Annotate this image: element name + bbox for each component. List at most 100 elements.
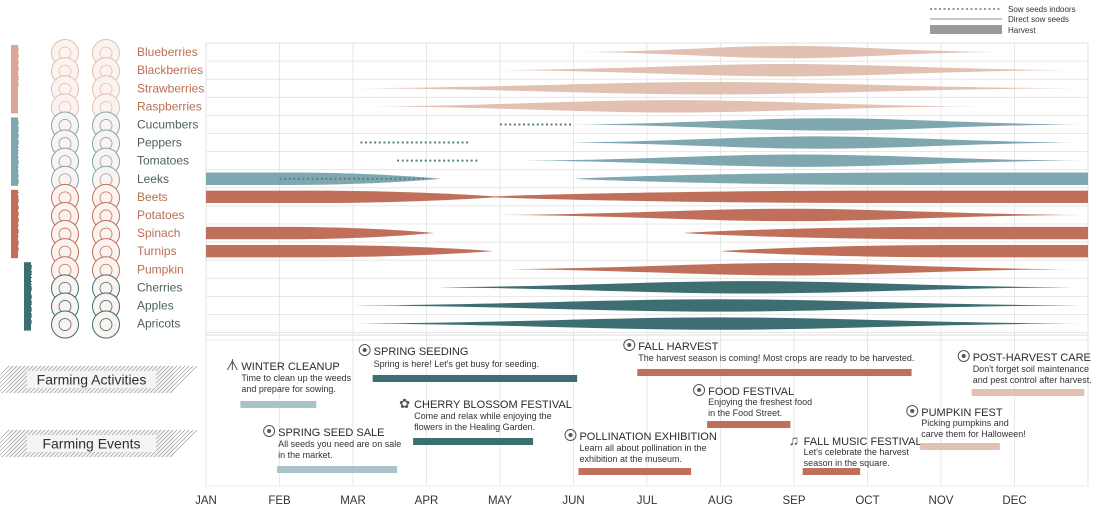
annotation-title: FALL MUSIC FESTIVAL [804,436,922,448]
month-tick-label: JUN [562,495,584,507]
annotation-desc: Picking pumpkins and [921,418,1009,428]
annotation-duration-bar [802,468,861,475]
harvest-bar-spinach [683,226,1088,240]
annotation-title: FALL HARVEST [638,341,718,353]
broom-icon [226,359,238,371]
music-note-icon-glyph: ♫ [789,432,800,448]
watering-can-icon-dot [362,348,367,352]
group-bar [24,262,31,331]
annotation-desc: Come and relax while enjoying the [414,411,552,421]
crop-label: Cherries [137,280,182,294]
flower-icon [564,429,577,441]
annotation-desc: Spring is here! Let's get busy for seedi… [374,359,539,369]
annotation-duration-bar [920,443,1000,450]
annotation-duration-bar [277,466,398,473]
food-icon-shape [693,384,706,396]
annotation-desc: Time to clean up the weeds [241,373,351,383]
blossom-icon-glyph: ✿ [399,396,410,411]
legend-label: Harvest [1008,26,1036,35]
hatch-line [0,365,14,380]
harvest-bar-leeks [206,172,442,185]
crop-icon-detail [58,318,72,331]
crop-icon-detail [99,318,113,331]
crop-label: Pumpkin [137,262,184,276]
annotation-desc: Enjoying the freshest food [708,397,812,407]
harvest-bar-strawberries [353,82,1074,95]
annotation-desc: Don't forget soil maintenance [973,364,1089,374]
basket-icon-dot [627,343,632,347]
crop-label: Potatoes [137,208,184,222]
hatch-line [157,429,186,458]
basket-icon [623,339,636,351]
hatch-line [0,365,22,388]
annotation-duration-bar [971,389,1085,396]
month-tick-label: JAN [195,495,217,507]
flower-icon-shape [564,429,577,441]
annotation-duration-bar [707,421,791,428]
month-tick-label: MAR [340,495,366,507]
watering-can-icon-shape [358,344,371,356]
harvest-bar-blackberries [500,63,1074,77]
crop-label: Peppers [137,136,182,150]
hatch-line [165,365,194,394]
crop-label: Turnips [137,244,177,258]
harvest-bar-peppers [558,136,1081,149]
annotation-desc: in the Food Street. [708,408,782,418]
food-icon-dot [697,388,702,392]
annotation-desc: and prepare for sowing. [241,384,336,394]
annotation-duration-bar [578,468,692,475]
harvest-bar-cherries [426,281,1074,294]
hatch-line [161,365,190,394]
harvest-bar-leeks [573,172,1088,185]
crop-label: Spinach [137,226,180,240]
crop-label: Blackberries [137,63,203,77]
basket-icon-shape [623,339,636,351]
hatch-line [0,429,14,444]
hatch-line [145,429,174,458]
harvest-bar-cucumbers [573,118,1081,131]
hatch-line [165,429,194,458]
hatch-line [1,429,30,458]
legend-label: Sow seeds indoors [1008,5,1076,14]
month-tick-label: APR [415,495,439,507]
hatch-line [169,365,198,394]
month-tick-label: DEC [1002,495,1026,507]
blossom-icon: ✿ [399,396,410,411]
harvest-bar-turnips [720,244,1088,258]
harvest-bar-beets [485,190,1088,204]
crop-icon-apricots [51,310,79,339]
annotation-desc: exhibition at the museum. [579,454,682,464]
seed-icon [263,425,276,437]
harvest-bar-spinach [206,226,434,240]
watering-pot-icon [957,350,970,362]
group-label: VEGETABLES [11,192,21,253]
annotation-title: SPRING SEEDING [374,346,469,358]
jack-o-lantern-icon-dot [910,409,915,413]
farming-events-label: Farming Events [0,429,198,458]
hatch-line [145,365,174,394]
crop-label: Blueberries [137,45,198,59]
music-note-icon: ♫ [789,432,800,448]
hatch-line [9,365,38,394]
hatch-line [5,429,34,458]
harvest-bar-potatoes [500,208,1081,222]
annotation-title: CHERRY BLOSSOM FESTIVAL [414,399,572,411]
hatch-line [0,365,10,376]
seed-icon-shape [263,425,276,437]
annotation-title: POLLINATION EXHIBITION [579,431,716,443]
hatch-line [0,365,26,392]
hatch-line [9,429,38,458]
side-label: Farming Activities [37,372,147,388]
annotation-title: PUMPKIN FEST [921,407,1003,419]
watering-pot-icon-shape [957,350,970,362]
annotation-desc: flowers in the Healing Garden. [414,422,535,432]
